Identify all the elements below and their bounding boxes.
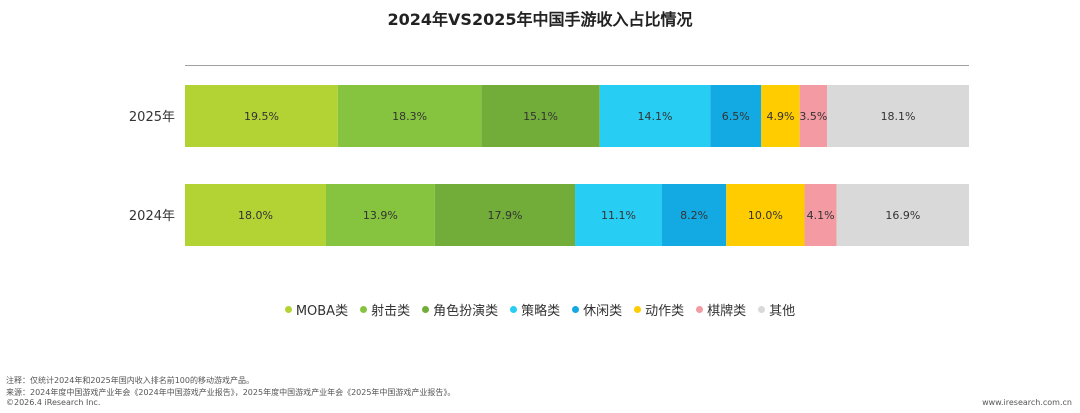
legend-item: 射击类 <box>360 300 410 319</box>
footnote-website: www.iresearch.com.cn <box>982 398 1072 407</box>
data-label: 4.1% <box>807 209 835 222</box>
bar-segment <box>185 85 338 147</box>
legend-swatch <box>422 306 430 313</box>
data-label: 18.0% <box>238 209 273 222</box>
bar-segment <box>799 85 828 147</box>
data-label: 6.5% <box>722 110 750 123</box>
bar-segment <box>827 85 969 147</box>
legend-label: MOBA类 <box>295 304 349 319</box>
data-label: 17.9% <box>487 209 522 222</box>
bar-segment <box>481 85 600 147</box>
chart-legend: MOBA类 射击类 角色扮演类 策略类 休闲类 动作类 棋牌类 其他 <box>0 300 1080 319</box>
legend-label: 动作类 <box>645 304 685 319</box>
bar-segment <box>185 184 326 246</box>
footnote-note: 注释：仅统计2024年和2025年国内收入排名前100的移动游戏产品。 <box>6 376 254 385</box>
bar-segment <box>710 85 762 147</box>
data-label: 10.0% <box>748 209 783 222</box>
legend-swatch <box>284 306 292 313</box>
stacked-bar-chart: 2025年 19.5% 18.3% 15.1% 14.1% 6.5% 4.9% 3.5% 18.… <box>129 85 969 246</box>
bar-segment <box>726 184 805 246</box>
bar-segment <box>575 184 662 246</box>
bar-segment <box>661 184 727 246</box>
category-label: 2025年 <box>129 110 175 125</box>
bar-segment <box>599 85 711 147</box>
data-label: 19.5% <box>244 110 279 123</box>
legend-swatch <box>696 306 704 313</box>
bar-segment <box>337 85 482 147</box>
data-label: 18.1% <box>881 110 916 123</box>
data-label: 11.1% <box>601 209 636 222</box>
data-label: 16.9% <box>885 209 920 222</box>
legend-label: 角色扮演类 <box>433 304 499 319</box>
legend-item: MOBA类 <box>284 300 349 319</box>
bar-segment <box>434 184 576 246</box>
data-label: 18.3% <box>392 110 427 123</box>
legend-item: 动作类 <box>634 300 684 319</box>
legend-item: 棋牌类 <box>696 300 746 319</box>
data-label: 14.1% <box>638 110 673 123</box>
data-label: 8.2% <box>680 209 708 222</box>
bar-segment <box>325 184 435 246</box>
legend-swatch <box>510 306 518 313</box>
legend-swatch <box>758 306 766 313</box>
footnote-copyright: ©2026.4 iResearch Inc. <box>6 398 101 407</box>
data-label: 4.9% <box>766 110 794 123</box>
bar-segment <box>836 184 969 246</box>
legend-swatch <box>360 306 368 313</box>
legend-label: 策略类 <box>521 304 561 319</box>
legend-swatch <box>634 306 642 313</box>
top-divider <box>185 65 969 66</box>
bar-segment <box>804 184 837 246</box>
category-label: 2024年 <box>129 209 175 224</box>
legend-label: 其他 <box>769 304 796 319</box>
legend-item: 角色扮演类 <box>422 300 498 319</box>
legend-swatch <box>572 306 580 313</box>
chart-title: 2024年VS2025年中国手游收入占比情况 <box>387 10 693 29</box>
legend-label: 射击类 <box>371 304 411 319</box>
data-label: 15.1% <box>523 110 558 123</box>
legend-label: 棋牌类 <box>707 304 747 319</box>
legend-item: 其他 <box>758 300 795 319</box>
bar-segment <box>761 85 800 147</box>
data-label: 3.5% <box>799 110 827 123</box>
data-label: 13.9% <box>363 209 398 222</box>
legend-item: 策略类 <box>510 300 560 319</box>
legend-label: 休闲类 <box>583 304 623 319</box>
footnote-source: 来源：2024年度中国游戏产业年会《2024年中国游戏产业报告》，2025年度中… <box>6 388 456 397</box>
legend-item: 休闲类 <box>572 300 622 319</box>
